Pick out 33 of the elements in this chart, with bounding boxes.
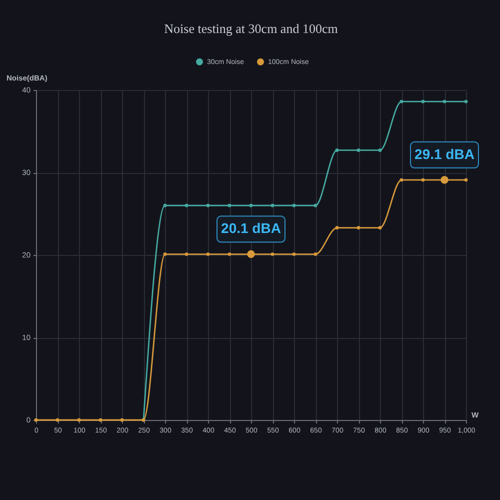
point	[206, 252, 210, 256]
point	[270, 252, 274, 256]
point	[184, 252, 188, 256]
annotation: 29.1 dBA	[414, 146, 474, 162]
annotation: 20.1 dBA	[221, 220, 281, 236]
point	[421, 178, 425, 182]
point	[421, 100, 425, 104]
chart-title: Noise testing at 30cm and 100cm	[164, 21, 338, 36]
point	[442, 100, 446, 104]
point	[56, 418, 60, 422]
point	[163, 204, 167, 208]
point	[314, 204, 318, 208]
point	[400, 100, 404, 104]
point	[163, 252, 167, 256]
point	[206, 204, 210, 208]
point	[249, 204, 253, 208]
point	[335, 148, 339, 152]
point	[314, 252, 318, 256]
point	[184, 204, 188, 208]
point	[228, 204, 232, 208]
point	[228, 252, 232, 256]
point	[464, 178, 468, 182]
point	[98, 418, 102, 422]
point	[270, 204, 274, 208]
point	[400, 178, 404, 182]
point	[292, 252, 296, 256]
point	[464, 100, 468, 104]
point	[378, 148, 382, 152]
point	[378, 226, 382, 230]
point	[335, 226, 339, 230]
point	[292, 204, 296, 208]
point	[356, 148, 360, 152]
point	[356, 226, 360, 230]
